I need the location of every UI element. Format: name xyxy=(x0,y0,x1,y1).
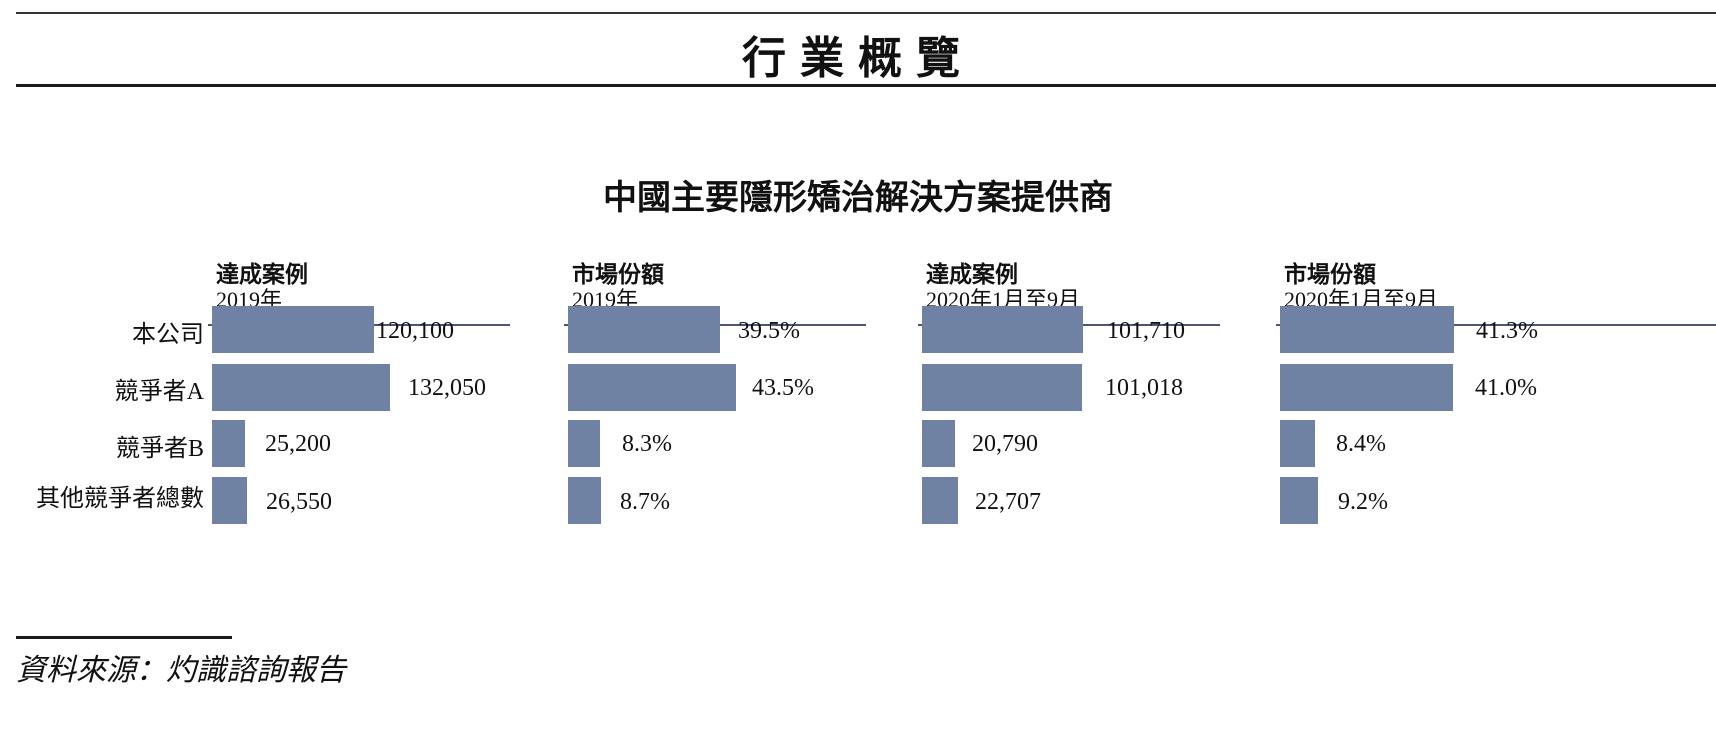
value-other-competitors: 9.2% xyxy=(1338,489,1388,515)
source-note: 資料來源：灼識諮詢報告 xyxy=(16,653,346,688)
value-competitor-a: 132,050 xyxy=(408,375,486,401)
panel-header: 達成案例 2019年 xyxy=(216,262,308,312)
bar-other-competitors xyxy=(212,477,247,524)
bar-competitor-a xyxy=(1280,364,1453,411)
header-bottom-rule xyxy=(16,84,1716,87)
row-label-competitor-b: 競爭者B xyxy=(115,436,204,462)
bar-competitor-b xyxy=(568,420,600,467)
row-label-competitor-a: 競爭者A xyxy=(114,379,204,405)
value-competitor-b: 8.3% xyxy=(622,431,672,457)
panel-heading: 達成案例 xyxy=(926,262,1018,287)
bar-company xyxy=(212,306,374,353)
value-other-competitors: 26,550 xyxy=(266,489,332,515)
value-company: 41.3% xyxy=(1476,318,1538,344)
value-other-competitors: 8.7% xyxy=(620,489,670,515)
panel-heading: 達成案例 xyxy=(216,262,308,287)
bar-other-competitors xyxy=(1280,477,1318,524)
value-competitor-a: 101,018 xyxy=(1105,375,1183,401)
bar-competitor-b xyxy=(1280,420,1315,467)
chart-title: 中國主要隱形矯治解決方案提供商 xyxy=(603,178,1113,218)
panel-header: 市場份額 2020年1月至9月 xyxy=(1284,262,1438,312)
bar-competitor-b xyxy=(212,420,245,467)
row-label-other-competitors: 其他競爭者總數 xyxy=(36,486,204,512)
value-competitor-b: 25,200 xyxy=(265,431,331,457)
value-competitor-b: 8.4% xyxy=(1336,431,1386,457)
bar-other-competitors xyxy=(568,477,601,524)
value-company: 39.5% xyxy=(738,318,800,344)
bar-competitor-b xyxy=(922,420,955,467)
bar-competitor-a xyxy=(922,364,1082,411)
source-rule xyxy=(16,636,232,639)
header-top-rule xyxy=(16,12,1716,14)
panel-heading: 市場份額 xyxy=(1284,262,1376,287)
value-company: 101,710 xyxy=(1107,318,1185,344)
value-competitor-a: 43.5% xyxy=(752,375,814,401)
value-competitor-a: 41.0% xyxy=(1475,375,1537,401)
panel-heading: 市場份額 xyxy=(572,262,664,287)
panel-header: 達成案例 2020年1月至9月 xyxy=(926,262,1080,312)
bar-company xyxy=(922,306,1083,353)
bar-competitor-a xyxy=(568,364,736,411)
panel-header: 市場份額 2019年 xyxy=(572,262,664,312)
value-company: 120,100 xyxy=(376,318,454,344)
value-other-competitors: 22,707 xyxy=(975,489,1041,515)
panel-rule xyxy=(1276,324,1716,326)
bar-competitor-a xyxy=(212,364,390,411)
row-label-company: 本公司 xyxy=(132,322,204,348)
bar-company xyxy=(568,306,720,353)
value-competitor-b: 20,790 xyxy=(972,431,1038,457)
bar-other-competitors xyxy=(922,477,958,524)
page-title: 行業概覽 xyxy=(742,33,974,84)
bar-company xyxy=(1280,306,1454,353)
